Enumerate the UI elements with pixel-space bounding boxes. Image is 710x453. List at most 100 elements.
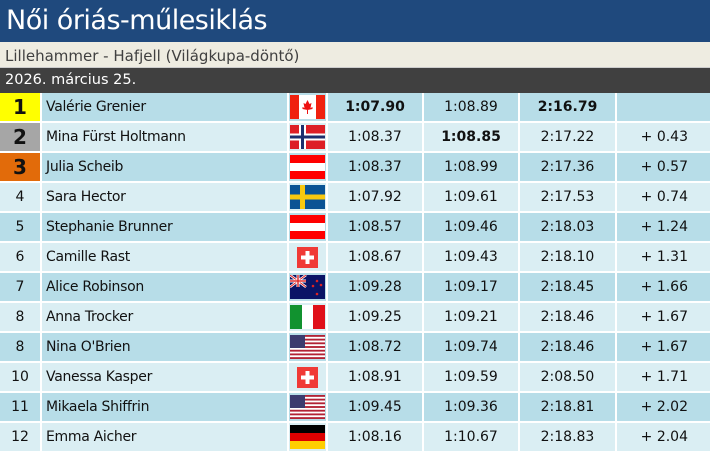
table-row: 8 Nina O'Brien 1:08.72 1:09.74 2:18.46 + 1.67 bbox=[0, 333, 710, 363]
table-row: 3 Julia Scheib 1:08.37 1:08.99 2:17.36 + 0.57 bbox=[0, 153, 710, 183]
race-date: 2026. március 25. bbox=[0, 68, 710, 93]
time-difference: + 1.31 bbox=[640, 249, 688, 265]
table-row: 6 Camille Rast 1:08.67 1:09.43 2:18.10 + 1.31 bbox=[0, 243, 710, 273]
rank: 4 bbox=[0, 183, 42, 211]
flag-at-icon bbox=[289, 213, 328, 241]
table-row: 5 Stephanie Brunner 1:08.57 1:09.46 2:18.03 +… bbox=[0, 213, 710, 243]
total-time: 2:18.03 bbox=[520, 213, 617, 241]
results-table: 1 Valérie Grenier 1:07.90 1:08.89 2:16.79 2 Mi… bbox=[0, 93, 710, 453]
table-row: 1 Valérie Grenier 1:07.90 1:08.89 2:16.79 bbox=[0, 93, 710, 123]
flag-de-icon bbox=[289, 423, 328, 451]
rank: 8 bbox=[0, 303, 42, 331]
time-difference: + 1.71 bbox=[640, 369, 688, 385]
time-difference: + 0.43 bbox=[640, 129, 688, 145]
athlete-name: Vanessa Kasper bbox=[42, 363, 289, 391]
athlete-name: Anna Trocker bbox=[42, 303, 289, 331]
table-row: 7 Alice Robinson 1:09.28 1:09.17 2:18.45 + 1.… bbox=[0, 273, 710, 303]
flag-us-icon bbox=[289, 393, 328, 421]
athlete-name: Stephanie Brunner bbox=[42, 213, 289, 241]
time-difference: + 1.67 bbox=[640, 339, 688, 355]
run1-time: 1:08.67 bbox=[328, 243, 424, 271]
athlete-name: Camille Rast bbox=[42, 243, 289, 271]
table-row: 2 Mina Fürst Holtmann 1:08.37 1:08.85 2:17.2… bbox=[0, 123, 710, 153]
total-time: 2:18.46 bbox=[520, 303, 617, 331]
time-difference: + 1.66 bbox=[640, 279, 688, 295]
run1-time: 1:08.91 bbox=[328, 363, 424, 391]
flag-ca-icon bbox=[289, 93, 328, 121]
run1-time: 1:09.28 bbox=[328, 273, 424, 301]
run2-time: 1:10.67 bbox=[424, 423, 520, 451]
run2-time: 1:09.46 bbox=[424, 213, 520, 241]
flag-us-icon bbox=[289, 333, 328, 361]
run1-time: 1:09.25 bbox=[328, 303, 424, 331]
total-time: 2:18.45 bbox=[520, 273, 617, 301]
rank: 1 bbox=[0, 93, 42, 121]
flag-it-icon bbox=[289, 303, 328, 331]
run2-time: 1:09.43 bbox=[424, 243, 520, 271]
run2-time: 1:09.36 bbox=[424, 393, 520, 421]
athlete-name: Julia Scheib bbox=[42, 153, 289, 181]
run1-time: 1:08.72 bbox=[328, 333, 424, 361]
rank: 10 bbox=[0, 363, 42, 391]
table-row: 8 Anna Trocker 1:09.25 1:09.21 2:18.46 + 1.67 bbox=[0, 303, 710, 333]
table-row: 10 Vanessa Kasper 1:08.91 1:09.59 2:08.50 + 1… bbox=[0, 363, 710, 393]
athlete-name: Emma Aicher bbox=[42, 423, 289, 451]
time-difference: + 0.57 bbox=[640, 159, 688, 175]
flag-nz-icon bbox=[289, 273, 328, 301]
flag-se-icon bbox=[289, 183, 328, 211]
title-bar: Női óriás-műlesiklás bbox=[0, 0, 710, 42]
total-time: 2:18.81 bbox=[520, 393, 617, 421]
time-difference: + 2.02 bbox=[640, 399, 688, 415]
total-time: 2:18.83 bbox=[520, 423, 617, 451]
run2-time: 1:08.99 bbox=[424, 153, 520, 181]
total-time: 2:17.36 bbox=[520, 153, 617, 181]
run2-time: 1:09.21 bbox=[424, 303, 520, 331]
athlete-name: Mina Fürst Holtmann bbox=[42, 123, 289, 151]
rank: 11 bbox=[0, 393, 42, 421]
total-time: 2:08.50 bbox=[520, 363, 617, 391]
total-time: 2:18.46 bbox=[520, 333, 617, 361]
run1-time: 1:07.92 bbox=[328, 183, 424, 211]
athlete-name: Sara Hector bbox=[42, 183, 289, 211]
run2-time: 1:08.89 bbox=[424, 93, 520, 121]
table-row: 12 Emma Aicher 1:08.16 1:10.67 2:18.83 + 2.04 bbox=[0, 423, 710, 453]
time-difference: + 1.67 bbox=[640, 309, 688, 325]
run2-time: 1:09.61 bbox=[424, 183, 520, 211]
run2-time: 1:09.59 bbox=[424, 363, 520, 391]
flag-at-icon bbox=[289, 153, 328, 181]
total-time: 2:17.22 bbox=[520, 123, 617, 151]
time-difference: + 0.74 bbox=[640, 189, 688, 205]
athlete-name: Mikaela Shiffrin bbox=[42, 393, 289, 421]
athlete-name: Nina O'Brien bbox=[42, 333, 289, 361]
time-difference bbox=[617, 93, 710, 121]
time-difference: + 2.04 bbox=[640, 429, 688, 445]
run1-time: 1:09.45 bbox=[328, 393, 424, 421]
venue-subtitle: Lillehammer - Hafjell (Világkupa-döntő) bbox=[0, 42, 710, 68]
run1-time: 1:08.57 bbox=[328, 213, 424, 241]
rank: 8 bbox=[0, 333, 42, 361]
flag-ch-icon bbox=[289, 243, 328, 271]
run1-time: 1:07.90 bbox=[328, 93, 424, 121]
total-time: 2:18.10 bbox=[520, 243, 617, 271]
run2-time: 1:09.17 bbox=[424, 273, 520, 301]
run1-time: 1:08.37 bbox=[328, 153, 424, 181]
athlete-name: Alice Robinson bbox=[42, 273, 289, 301]
time-difference: + 1.24 bbox=[640, 219, 688, 235]
table-row: 4 Sara Hector 1:07.92 1:09.61 2:17.53 + 0.74 bbox=[0, 183, 710, 213]
total-time: 2:16.79 bbox=[520, 93, 617, 121]
run1-time: 1:08.37 bbox=[328, 123, 424, 151]
total-time: 2:17.53 bbox=[520, 183, 617, 211]
rank: 6 bbox=[0, 243, 42, 271]
run2-time: 1:09.74 bbox=[424, 333, 520, 361]
rank: 5 bbox=[0, 213, 42, 241]
rank: 7 bbox=[0, 273, 42, 301]
rank: 3 bbox=[0, 153, 42, 181]
flag-no-icon bbox=[289, 123, 328, 151]
run1-time: 1:08.16 bbox=[328, 423, 424, 451]
athlete-name: Valérie Grenier bbox=[42, 93, 289, 121]
flag-ch-icon bbox=[289, 363, 328, 391]
run2-time: 1:08.85 bbox=[424, 123, 520, 151]
table-row: 11 Mikaela Shiffrin 1:09.45 1:09.36 2:18.81 +… bbox=[0, 393, 710, 423]
rank: 12 bbox=[0, 423, 42, 451]
rank: 2 bbox=[0, 123, 42, 151]
